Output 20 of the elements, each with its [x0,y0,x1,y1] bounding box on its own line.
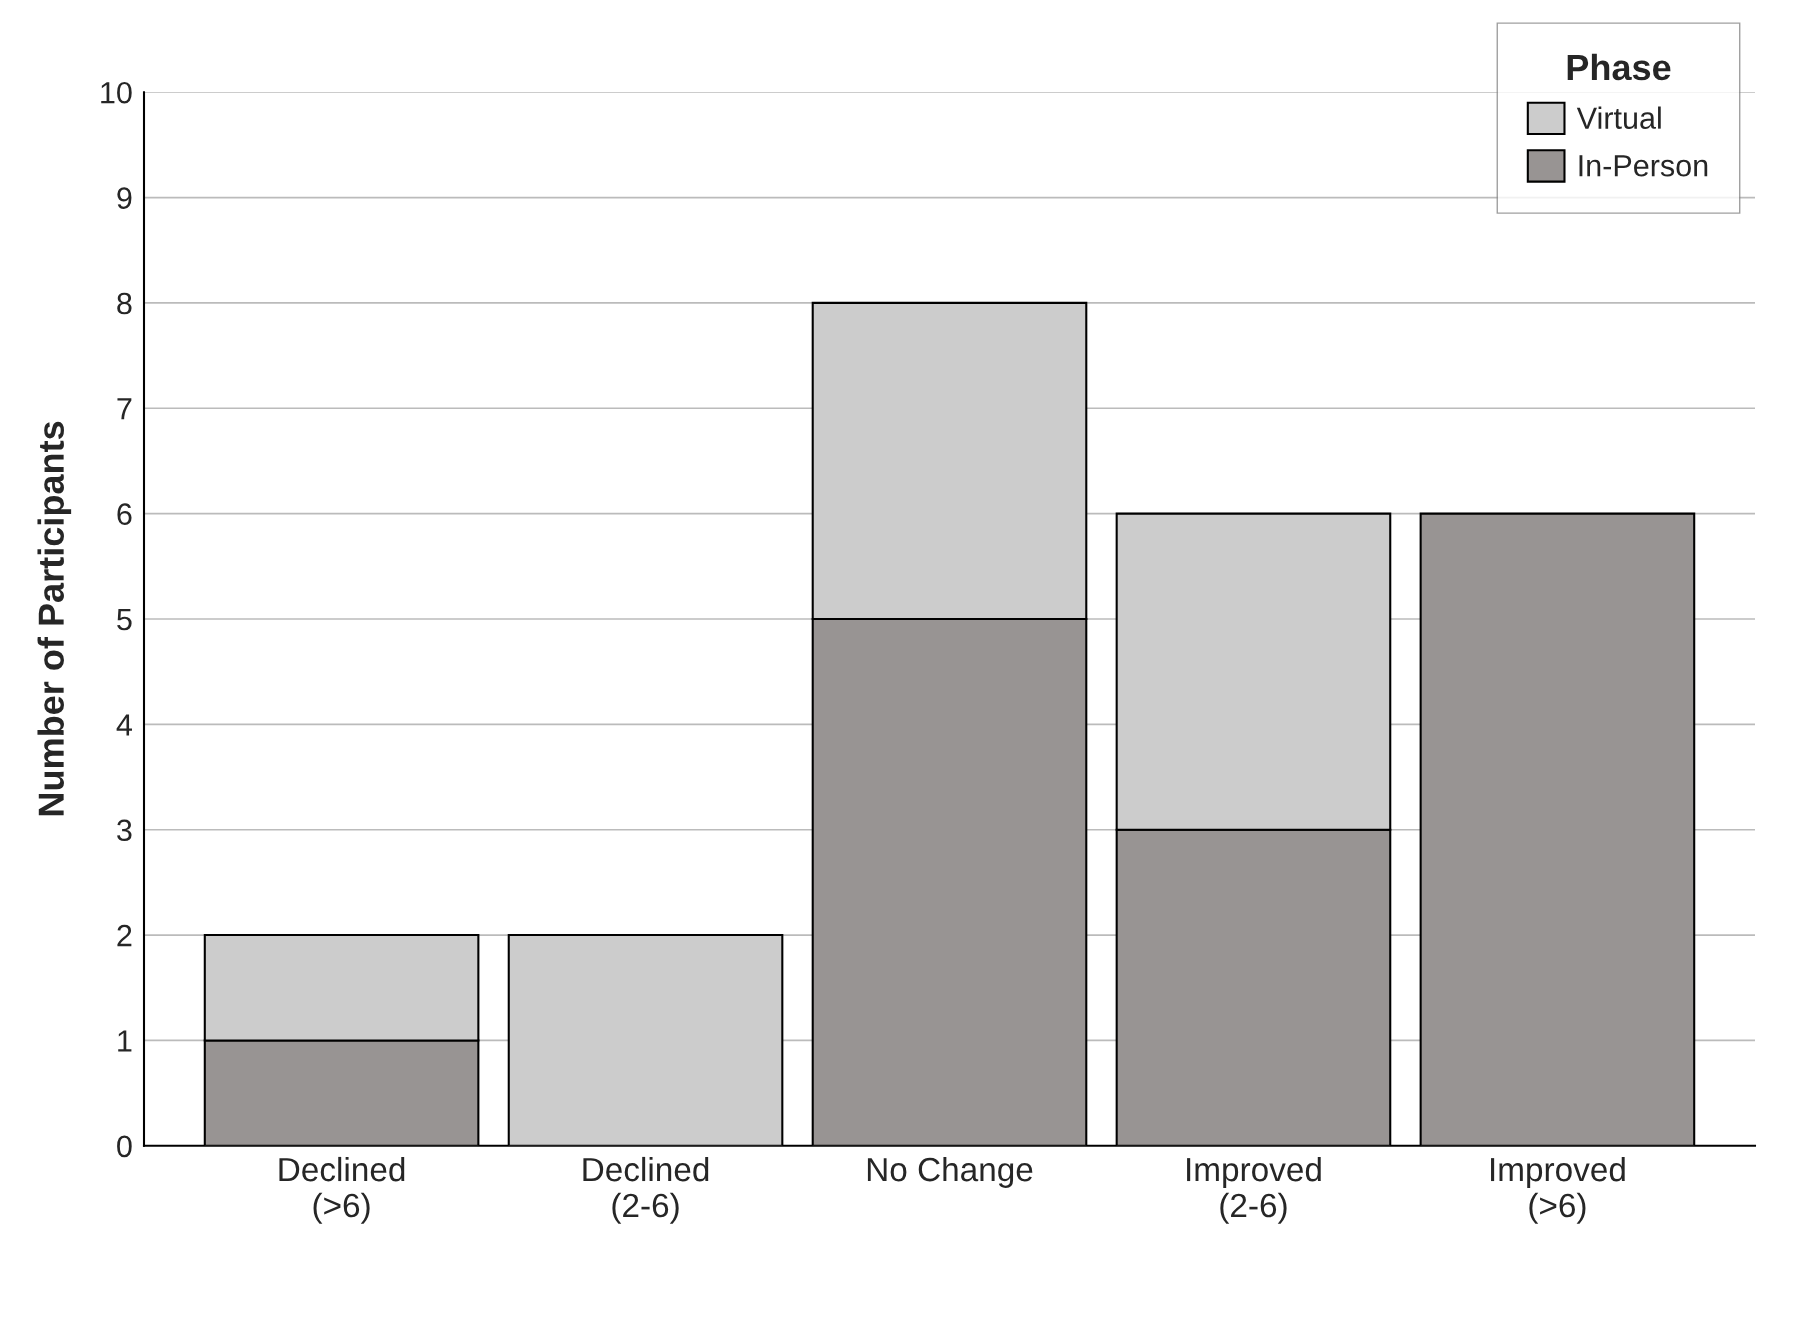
legend-label: In-Person [1579,155,1708,177]
y-axis-title: Number of Participants [37,421,72,816]
y-tick-label: 10 [101,81,132,104]
y-tick-label: 0 [117,1135,132,1158]
x-tick-label: Improved (2-6) [1187,1156,1321,1224]
y-tick-label: 6 [117,503,132,525]
y-tick-label: 8 [117,292,132,315]
y-tick-label: 2 [117,924,132,947]
y-tick-label: 3 [117,819,132,842]
y-tick-label: 7 [117,398,132,420]
legend-label: Virtual [1576,106,1661,129]
x-tick-label: No Change [867,1156,1033,1188]
x-tick-label: Improved (>6) [1491,1156,1625,1224]
y-tick-label: 4 [116,714,132,736]
y-tick-label: 5 [117,609,132,631]
x-tick-label: Declined (2-6) [583,1156,709,1224]
x-tick-label: Declined (>6) [279,1156,405,1224]
y-tick-label: 9 [117,187,132,209]
legend-title: Phase [1567,53,1671,81]
y-tick-label: 1 [118,1030,132,1052]
